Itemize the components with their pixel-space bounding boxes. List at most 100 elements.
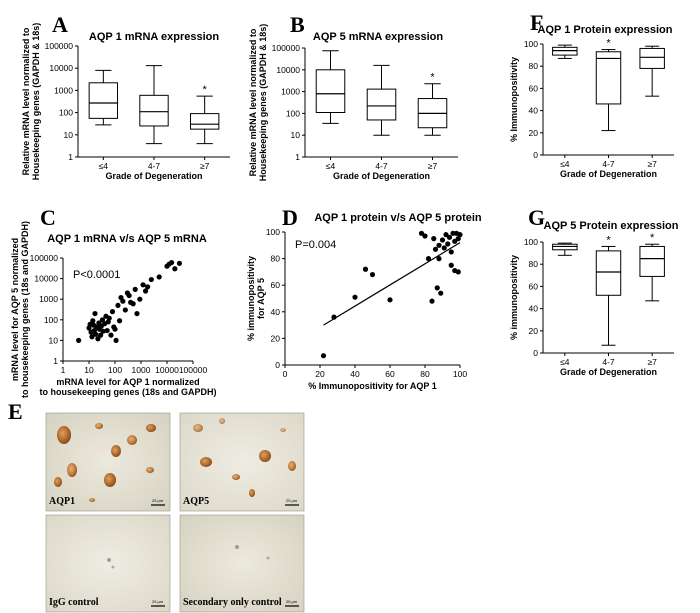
y-tick-label-c: 10000 — [34, 274, 58, 284]
y-tick-label-a: 100000 — [45, 41, 74, 51]
x-tick-label-a: ≥7 — [200, 161, 210, 171]
data-point-c — [90, 318, 96, 324]
significance-marker-f: * — [606, 38, 611, 50]
data-point-c — [98, 332, 104, 338]
data-point-d — [425, 256, 432, 262]
data-point-c — [137, 296, 143, 302]
x-axis-label-c: to housekeeping genes (18s and GAPDH) — [39, 387, 216, 397]
data-point-d — [436, 256, 442, 262]
y-tick-label-f: 100 — [524, 39, 538, 49]
data-point-c — [108, 332, 114, 338]
data-point-d — [387, 297, 393, 303]
micrograph-secondary-control: Secondary only control 25 µm — [179, 514, 305, 613]
data-point-d — [446, 234, 453, 240]
micrograph-label-igg: IgG control — [49, 597, 99, 608]
data-point-c — [142, 288, 149, 294]
y-tick-label-g: 0 — [533, 348, 538, 358]
data-point-d — [369, 271, 376, 278]
panel-e: E AQP1 25 µm AQP5 — [8, 399, 305, 613]
y-tick-label-c: 10 — [49, 335, 59, 345]
data-point-c — [89, 334, 95, 340]
y-tick-label-d: 40 — [271, 307, 281, 317]
micrograph-aqp1: AQP1 25 µm — [45, 412, 171, 512]
data-point-d — [431, 236, 437, 242]
data-point-c — [126, 292, 132, 299]
y-tick-label-c: 1 — [53, 356, 58, 366]
micrograph-igg-control: IgG control 25 µm — [45, 514, 171, 613]
data-point-d — [457, 232, 463, 238]
panel-label-a: A — [52, 12, 68, 37]
panel-label-b: B — [290, 12, 305, 37]
x-tick-label-g: 4-7 — [602, 357, 615, 367]
x-tick-label-c: 100000 — [179, 365, 208, 375]
data-point-c — [176, 260, 183, 266]
box-f — [639, 47, 665, 69]
box-a — [139, 94, 169, 127]
data-point-c — [156, 274, 162, 280]
data-point-d — [352, 294, 358, 300]
data-point-d — [445, 241, 451, 247]
x-tick-label-g: ≥7 — [647, 357, 657, 367]
x-tick-label-f: ≤4 — [560, 159, 570, 169]
y-tick-label-g: 40 — [529, 304, 539, 314]
y-tick-label-a: 1000 — [54, 85, 73, 95]
y-tick-label-d: 20 — [271, 333, 281, 343]
scale-bar-secondary: 25 µm — [286, 599, 298, 604]
panel-label-c: C — [40, 205, 56, 230]
data-point-d — [320, 353, 327, 359]
y-axis-label-b: Housekeeping genes (GAPDH & 18s) — [258, 24, 268, 182]
significance-marker-g: * — [650, 232, 655, 244]
data-point-c — [106, 315, 112, 321]
x-tick-label-c: 1000 — [132, 365, 151, 375]
y-axis-label-d: for AQP 5 — [256, 278, 266, 319]
x-tick-label-d: 80 — [420, 369, 430, 379]
micrograph-label-aqp5: AQP5 — [183, 496, 209, 507]
x-axis-label-d: % Immunopositivity for AQP 1 — [308, 381, 437, 391]
data-point-c — [132, 286, 138, 292]
y-tick-label-b: 10000 — [276, 65, 300, 75]
data-point-c — [100, 328, 106, 334]
data-point-c — [113, 337, 119, 343]
data-point-c — [99, 317, 106, 323]
data-point-c — [148, 276, 154, 283]
box-b — [315, 69, 346, 113]
data-point-d — [448, 262, 454, 268]
y-tick-label-b: 10 — [291, 130, 301, 140]
data-point-c — [76, 337, 82, 343]
y-axis-label-c: mRNA level for AQP 5 normalized — [10, 238, 20, 381]
x-tick-label-d: 100 — [453, 369, 467, 379]
x-tick-label-f: ≥7 — [647, 159, 657, 169]
box-g — [639, 245, 665, 277]
data-point-c — [109, 309, 116, 315]
y-axis-label-a: Housekeeping genes (GAPDH & 18s) — [31, 23, 41, 181]
y-tick-label-f: 40 — [529, 106, 539, 116]
y-tick-label-f: 80 — [529, 61, 539, 71]
box-a — [88, 82, 119, 119]
data-point-c — [122, 307, 128, 313]
x-axis-label-c: mRNA level for AQP 1 normalized — [56, 377, 199, 387]
y-tick-label-d: 60 — [271, 280, 281, 290]
y-tick-label-c: 1000 — [39, 294, 58, 304]
x-axis-label-f: Grade of Degeneration — [560, 169, 657, 179]
box-a — [189, 113, 220, 130]
box-f — [595, 51, 622, 105]
chart-title-d: AQP 1 protein v/s AQP 5 protein — [314, 212, 482, 224]
data-point-d — [422, 233, 428, 239]
data-point-c — [104, 327, 110, 334]
scale-bar-aqp1: 25 µm — [152, 498, 164, 503]
y-tick-label-b: 1000 — [281, 87, 300, 97]
x-axis-label-a: Grade of Degeneration — [105, 171, 202, 181]
data-point-c — [120, 298, 126, 304]
data-point-d — [436, 242, 442, 248]
y-axis-label-b: Relative mRNA level normalized to — [248, 28, 258, 176]
data-point-c — [145, 284, 151, 290]
y-tick-label-g: 100 — [524, 237, 538, 247]
box-b — [366, 88, 397, 121]
box-g — [595, 250, 622, 296]
y-tick-label-d: 100 — [266, 227, 280, 237]
x-tick-label-a: 4-7 — [148, 161, 161, 171]
x-tick-label-a: ≤4 — [99, 161, 109, 171]
data-point-c — [134, 310, 140, 317]
y-axis-label-f: % Immunopositivity — [509, 57, 519, 142]
